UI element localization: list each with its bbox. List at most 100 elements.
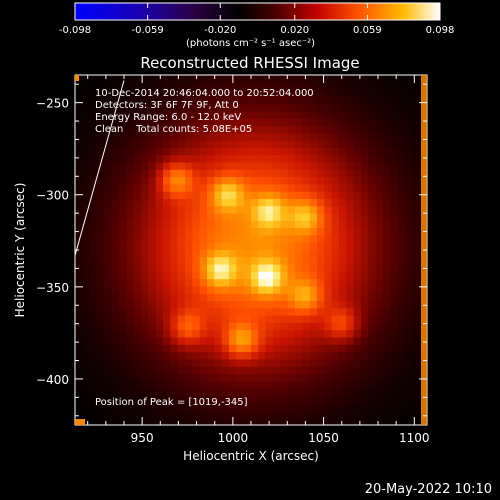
heatmap-pixel	[405, 271, 413, 280]
heatmap-pixel	[89, 82, 98, 91]
heatmap-pixel	[192, 191, 201, 200]
heatmap-pixel	[119, 344, 127, 353]
heatmap-pixel	[177, 198, 186, 207]
heatmap-pixel	[375, 381, 384, 390]
heatmap-pixel	[221, 257, 230, 266]
heatmap-pixel	[199, 359, 208, 368]
heatmap-pixel	[192, 373, 201, 382]
heatmap-pixel	[273, 89, 281, 98]
heatmap-pixel	[75, 257, 83, 266]
heatmap-pixel	[383, 293, 391, 302]
heatmap-pixel	[273, 330, 281, 339]
heatmap-pixel	[141, 96, 149, 105]
heatmap-pixel	[368, 96, 377, 105]
heatmap-pixel	[243, 410, 252, 419]
heatmap-pixel	[229, 301, 237, 309]
heatmap-pixel	[302, 337, 311, 346]
heatmap-pixel	[133, 417, 142, 425]
heatmap-pixel	[97, 410, 105, 419]
heatmap-pixel	[251, 395, 259, 404]
heatmap-pixel	[97, 250, 105, 258]
heatmap-pixel	[280, 373, 289, 382]
heatmap-pixel	[331, 228, 340, 237]
heatmap-pixel	[251, 82, 259, 91]
heatmap-pixel	[287, 301, 296, 309]
heatmap-pixel	[324, 352, 333, 360]
heatmap-pixel	[317, 395, 325, 404]
heatmap-pixel	[265, 155, 274, 164]
heatmap-pixel	[104, 395, 113, 404]
heatmap-pixel	[207, 169, 215, 178]
heatmap-pixel	[111, 381, 120, 390]
heatmap-pixel	[361, 337, 369, 346]
heatmap-pixel	[97, 264, 105, 273]
heatmap-pixel	[331, 337, 340, 346]
heatmap-pixel	[170, 366, 179, 375]
heatmap-pixel	[405, 169, 413, 178]
heatmap-pixel	[192, 242, 201, 251]
heatmap-pixel	[390, 301, 399, 309]
heatmap-pixel	[177, 388, 186, 397]
heatmap-pixel	[361, 388, 369, 397]
heatmap-pixel	[236, 359, 245, 368]
heatmap-pixel	[75, 191, 83, 200]
heatmap-pixel	[317, 213, 325, 222]
heatmap-pixel	[163, 315, 171, 324]
heatmap-pixel	[287, 206, 296, 215]
heatmap-pixel	[280, 293, 289, 302]
heatmap-pixel	[397, 169, 406, 178]
heatmap-pixel	[104, 279, 113, 288]
heatmap-pixel	[251, 104, 259, 113]
heatmap-pixel	[265, 191, 274, 200]
heatmap-pixel	[251, 250, 259, 258]
heatmap-pixel	[361, 118, 369, 127]
heatmap-pixel	[155, 308, 164, 317]
heatmap-pixel	[324, 264, 333, 273]
heatmap-pixel	[302, 330, 311, 339]
heatmap-pixel	[295, 198, 303, 207]
heatmap-pixel	[339, 111, 347, 120]
heatmap-pixel	[97, 373, 105, 382]
colorbar-tick-label: 0.059	[353, 25, 382, 36]
heatmap-pixel	[221, 373, 230, 382]
heatmap-pixel	[317, 191, 325, 200]
heatmap-pixel	[185, 242, 193, 251]
heatmap-pixel	[229, 104, 237, 113]
heatmap-pixel	[141, 111, 149, 120]
heatmap-pixel	[405, 104, 413, 113]
heatmap-pixel	[309, 250, 318, 258]
heatmap-pixel	[375, 162, 384, 171]
heatmap-pixel	[324, 271, 333, 280]
heatmap-pixel	[346, 198, 355, 207]
heatmap-pixel	[119, 286, 127, 295]
heatmap-pixel	[361, 286, 369, 295]
heatmap-pixel	[390, 279, 399, 288]
heatmap-pixel	[177, 315, 186, 324]
heatmap-pixel	[309, 75, 318, 83]
heatmap-pixel	[309, 126, 318, 134]
heatmap-pixel	[309, 293, 318, 302]
heatmap-pixel	[302, 82, 311, 91]
heatmap-pixel	[346, 155, 355, 164]
heatmap-pixel	[280, 213, 289, 222]
heatmap-pixel	[141, 257, 149, 266]
heatmap-pixel	[221, 286, 230, 295]
heatmap-pixel	[199, 381, 208, 390]
heatmap-pixel	[280, 155, 289, 164]
heatmap-pixel	[412, 366, 421, 375]
heatmap-pixel	[177, 169, 186, 178]
heatmap-pixel	[163, 111, 171, 120]
heatmap-pixel	[317, 337, 325, 346]
heatmap-pixel	[324, 381, 333, 390]
heatmap-pixel	[324, 177, 333, 185]
heatmap-pixel	[243, 301, 252, 309]
heatmap-pixel	[141, 381, 149, 390]
heatmap-pixel	[214, 257, 223, 266]
heatmap-pixel	[207, 250, 215, 258]
heatmap-pixel	[280, 96, 289, 105]
heatmap-pixel	[331, 206, 340, 215]
heatmap-pixel	[265, 82, 274, 91]
heatmap-pixel	[199, 330, 208, 339]
heatmap-pixel	[287, 271, 296, 280]
heatmap-pixel	[141, 395, 149, 404]
